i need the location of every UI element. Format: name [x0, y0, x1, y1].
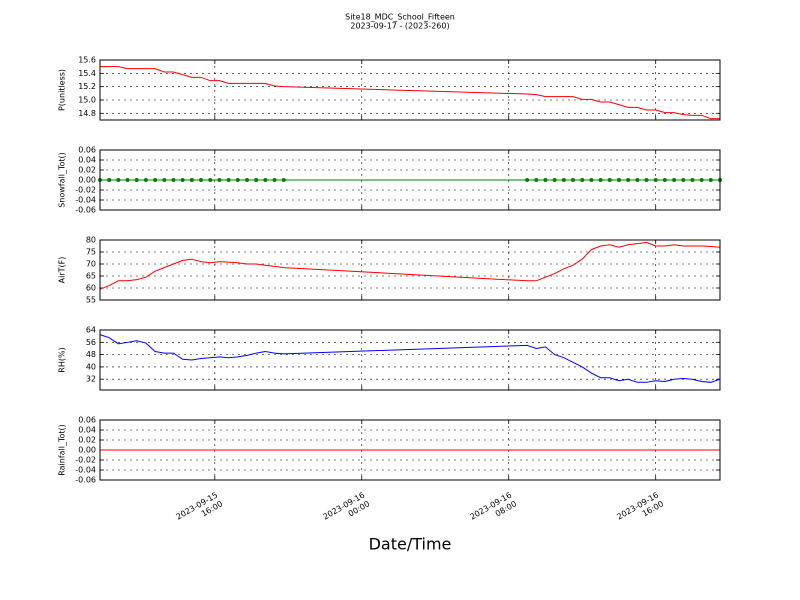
- data-point: [525, 178, 530, 182]
- y-tick-label: 64: [86, 326, 96, 335]
- y-tick-label: 0.02: [78, 166, 96, 175]
- plot-frame: [99, 59, 721, 121]
- data-point: [244, 178, 249, 182]
- data-point: [644, 178, 649, 182]
- data-point: [552, 178, 557, 182]
- y-tick-label: 65: [86, 272, 96, 281]
- y-tick-label: 15.6: [78, 56, 96, 65]
- data-point: [125, 178, 130, 182]
- y-tick-label: 0.06: [78, 416, 96, 425]
- y-tick-label: -0.02: [75, 456, 96, 465]
- x-tick-label: 2023-09-1616:00: [615, 490, 665, 530]
- data-point: [561, 178, 566, 182]
- y-tick-label: 75: [86, 248, 96, 257]
- data-point: [571, 178, 576, 182]
- data-line: [99, 241, 721, 290]
- data-point: [635, 178, 640, 182]
- data-point: [254, 178, 259, 182]
- data-point: [653, 178, 658, 182]
- plot-frame: [99, 329, 721, 391]
- y-tick-label: 0.04: [78, 156, 96, 165]
- y-tick-label: 15.0: [78, 96, 96, 105]
- data-point: [598, 178, 603, 182]
- data-point: [235, 178, 240, 182]
- data-point: [171, 178, 176, 182]
- x-axis-label: Date/Time: [369, 535, 452, 554]
- data-point: [616, 178, 621, 182]
- y-axis-label: Snowfall_Tot(): [58, 152, 67, 208]
- y-axis-label: P(unitless): [58, 69, 67, 111]
- y-tick-label: 40: [86, 362, 96, 371]
- y-tick-label: -0.04: [75, 466, 96, 475]
- y-tick-label: 0.04: [78, 426, 96, 435]
- data-line: [99, 334, 721, 383]
- y-tick-label: 80: [86, 236, 96, 245]
- y-tick-label: 0.00: [78, 176, 96, 185]
- data-point: [263, 178, 268, 182]
- data-line: [100, 66, 720, 120]
- y-tick-label: -0.02: [75, 186, 96, 195]
- data-point: [199, 178, 204, 182]
- data-point: [607, 178, 612, 182]
- x-tick-label: 2023-09-1516:00: [174, 490, 224, 530]
- data-point: [272, 178, 277, 182]
- data-point: [208, 178, 213, 182]
- y-tick-label: 55: [86, 296, 96, 305]
- plot-frame: [99, 149, 721, 211]
- y-tick-label: 14.8: [78, 109, 96, 118]
- y-tick-label: 0.06: [78, 146, 96, 155]
- data-point: [543, 178, 548, 182]
- data-point: [580, 178, 585, 182]
- y-axis-label: AirT(F): [58, 257, 67, 284]
- y-tick-label: 15.4: [78, 69, 96, 78]
- data-point: [226, 178, 231, 182]
- y-tick-label: 0.02: [78, 436, 96, 445]
- data-point: [189, 178, 194, 182]
- data-point: [107, 178, 112, 182]
- x-tick-label: 2023-09-1608:00: [468, 490, 518, 530]
- y-tick-label: 32: [86, 375, 96, 384]
- y-tick-label: 0.00: [78, 446, 96, 455]
- data-point: [143, 178, 148, 182]
- data-point: [281, 178, 286, 182]
- chart-title: Site18_MDC_School_Fifteen: [345, 13, 455, 22]
- data-point: [180, 178, 185, 182]
- data-point: [534, 178, 539, 182]
- data-point: [708, 178, 713, 182]
- y-axis-label: RH(%): [58, 347, 67, 372]
- plot-frame: [99, 419, 721, 481]
- x-tick-label: 2023-09-1600:00: [321, 490, 371, 530]
- data-point: [662, 178, 667, 182]
- data-point: [589, 178, 594, 182]
- data-point: [217, 178, 222, 182]
- y-axis-label: Rainfall_Tot(): [58, 424, 67, 476]
- y-tick-label: 60: [86, 284, 96, 293]
- data-point: [690, 178, 695, 182]
- plot-frame: [99, 239, 721, 301]
- data-point: [134, 178, 139, 182]
- data-point: [116, 178, 121, 182]
- data-point: [672, 178, 677, 182]
- y-tick-label: 15.2: [78, 82, 96, 91]
- y-tick-label: 56: [86, 338, 96, 347]
- data-point: [699, 178, 704, 182]
- y-tick-label: -0.04: [75, 196, 96, 205]
- chart-subtitle: 2023-09-17 - (2023-260): [350, 22, 449, 31]
- y-tick-label: -0.06: [75, 206, 96, 215]
- data-point: [153, 178, 158, 182]
- data-point: [162, 178, 167, 182]
- data-point: [681, 178, 686, 182]
- y-tick-label: 70: [86, 260, 96, 269]
- y-tick-label: -0.06: [75, 476, 96, 485]
- y-tick-label: 48: [86, 350, 96, 359]
- data-point: [626, 178, 631, 182]
